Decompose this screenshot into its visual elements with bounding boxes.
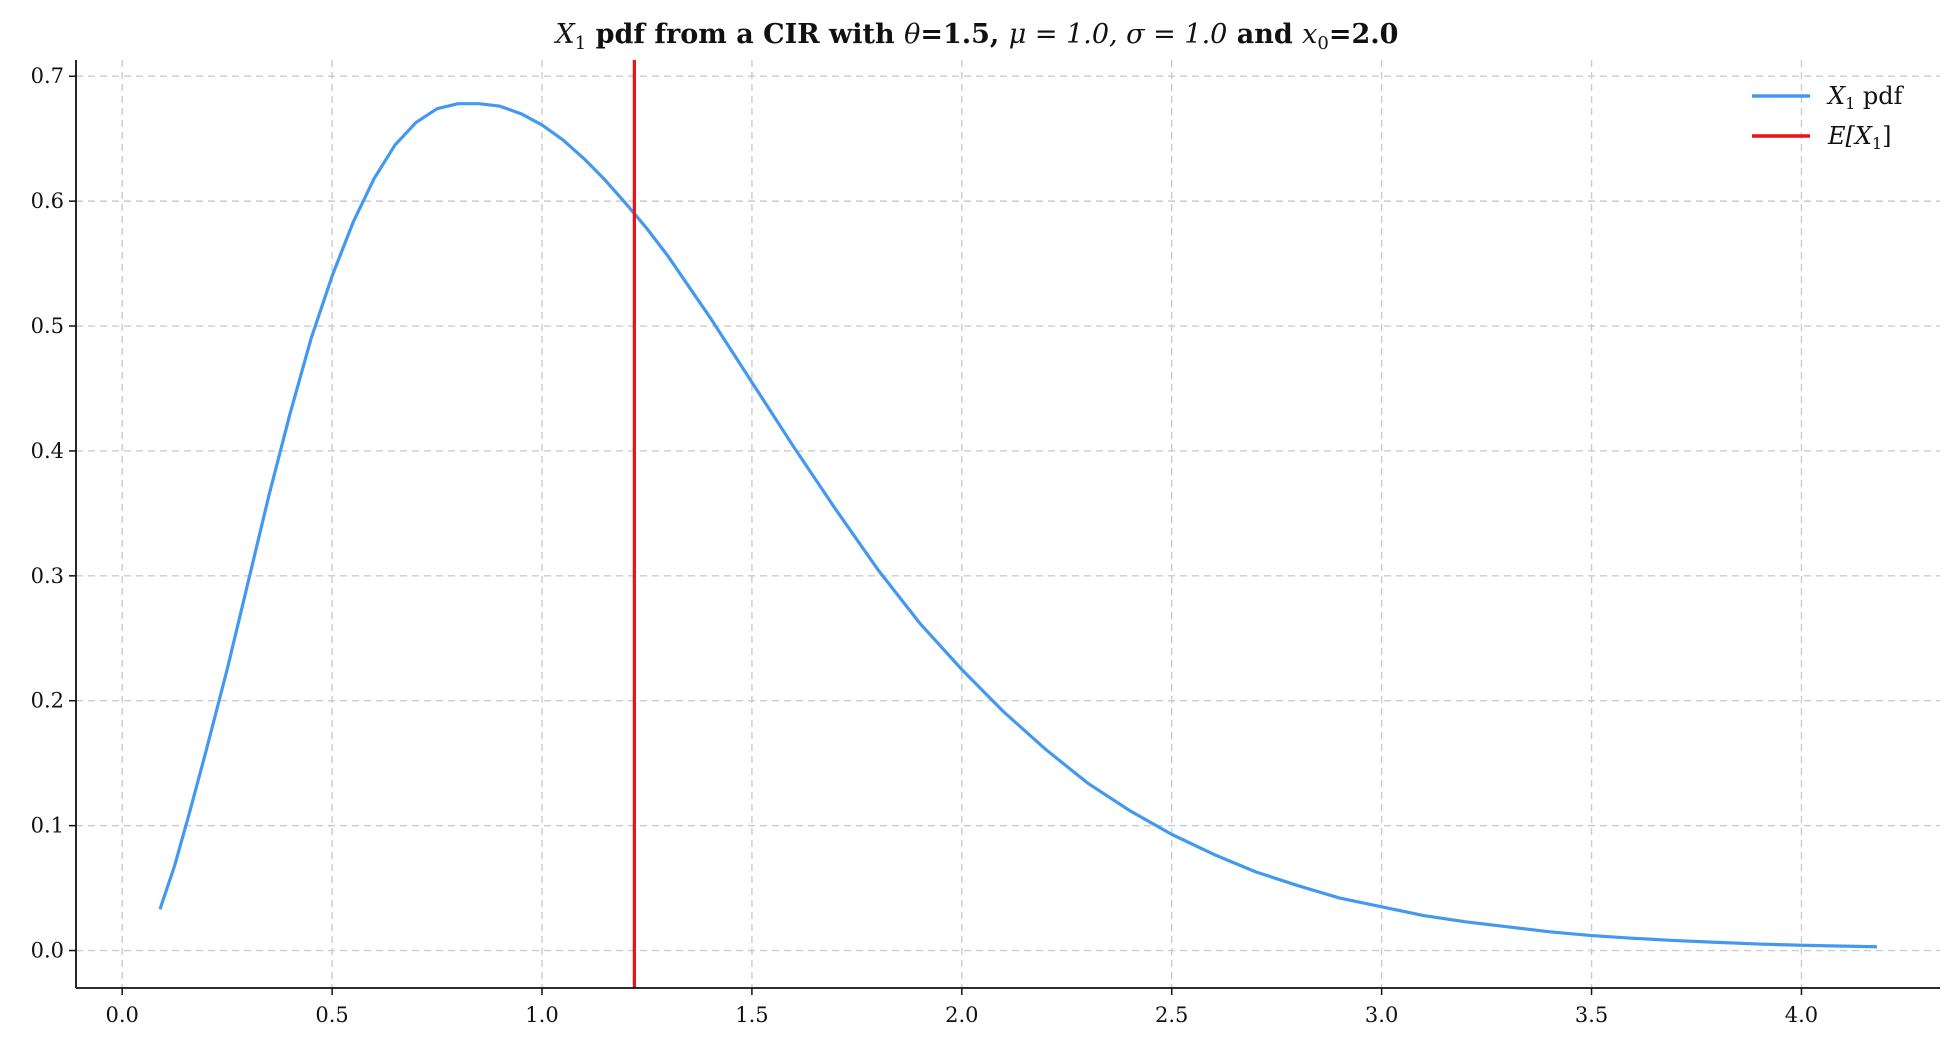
- y-tick-label: 0.2: [31, 689, 64, 713]
- x-tick-label: 1.0: [525, 1003, 558, 1027]
- x-ticks: 0.0 0.5 1.0 1.5 2.0 2.5 3.0 3.5 4.0: [105, 988, 1818, 1027]
- x-tick-label: 2.0: [945, 1003, 978, 1027]
- y-ticks: 0.0 0.1 0.2 0.3 0.4 0.5 0.6 0.7: [31, 64, 76, 963]
- title-x1-symbol: X: [554, 19, 577, 50]
- y-tick-label: 0.1: [31, 814, 64, 838]
- title-theta-symbol: θ: [904, 19, 920, 50]
- x-tick-label: 1.5: [735, 1003, 768, 1027]
- grid: [76, 60, 1940, 988]
- legend-pdf-rest: pdf: [1855, 82, 1904, 110]
- legend-label-pdf: X1 pdf: [1826, 82, 1905, 113]
- y-tick-label: 0.7: [31, 64, 64, 88]
- title-mu-sigma: μ = 1.0, σ = 1.0: [1009, 19, 1228, 50]
- y-tick-label: 0.0: [31, 939, 64, 963]
- legend-pdf-symbol: X: [1826, 82, 1846, 110]
- y-tick-label: 0.4: [31, 439, 64, 463]
- title-text-part2: and: [1227, 19, 1302, 50]
- legend-label-mean: E[X1]: [1827, 122, 1892, 153]
- legend-mean-subscript: 1: [1872, 134, 1882, 153]
- x-tick-label: 0.5: [315, 1003, 348, 1027]
- x-tick-label: 3.5: [1575, 1003, 1608, 1027]
- y-tick-label: 0.5: [31, 314, 64, 338]
- x-tick-label: 0.0: [105, 1003, 138, 1027]
- title-x0-subscript: 0: [1317, 33, 1328, 54]
- title-theta-value: =1.5,: [920, 19, 1008, 50]
- legend-mean-symbol: E[X: [1827, 122, 1873, 150]
- y-tick-label: 0.3: [31, 564, 64, 588]
- series-line-pdf: [158, 102, 1878, 949]
- x-tick-label: 2.5: [1155, 1003, 1188, 1027]
- x-tick-label: 3.0: [1365, 1003, 1398, 1027]
- title-text-part1: pdf from a CIR with: [586, 19, 904, 50]
- x-tick-label: 4.0: [1785, 1003, 1818, 1027]
- y-tick-label: 0.6: [31, 189, 64, 213]
- chart-title: X1 pdf from a CIR with θ=1.5, μ = 1.0, σ…: [554, 19, 1399, 54]
- plot-area: [158, 60, 1878, 988]
- title-x0-value: =2.0: [1329, 19, 1399, 50]
- title-x0-symbol: x: [1302, 19, 1317, 50]
- legend-mean-rest: ]: [1882, 122, 1891, 150]
- legend-pdf-subscript: 1: [1845, 94, 1855, 113]
- title-x1-subscript: 1: [575, 33, 586, 54]
- legend: X1 pdf E[X1]: [1752, 82, 1905, 153]
